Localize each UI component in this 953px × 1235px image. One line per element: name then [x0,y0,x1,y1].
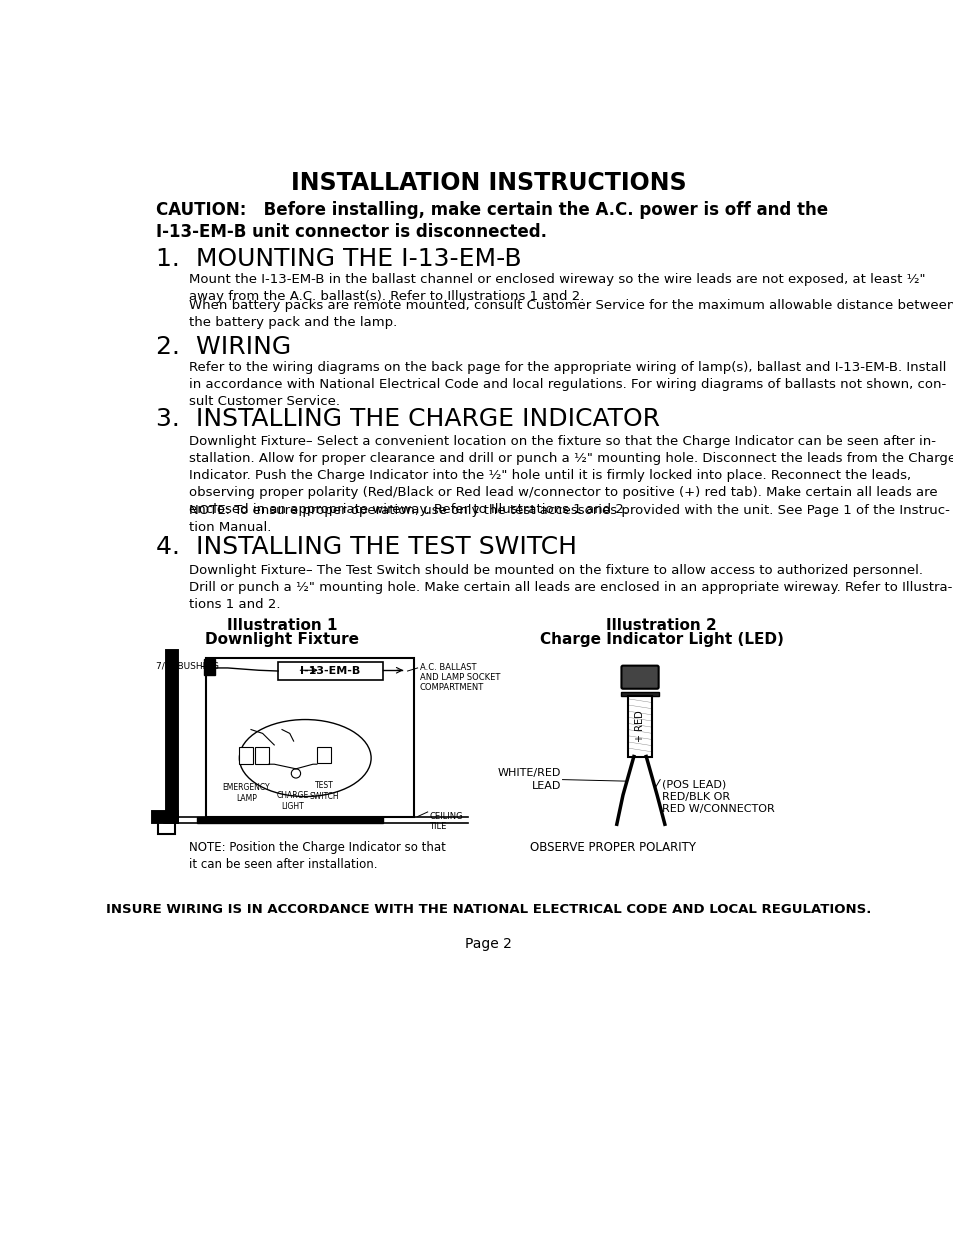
Text: NOTE: Position the Charge Indicator so that
it can be seen after installation.: NOTE: Position the Charge Indicator so t… [189,841,445,871]
Bar [278,662,382,679]
Text: 1.  MOUNTING THE I-13-EM-B: 1. MOUNTING THE I-13-EM-B [155,247,520,270]
Text: Illustration 1: Illustration 1 [227,618,337,632]
Text: Page 2: Page 2 [465,937,512,951]
Text: (POS LEAD)
RED/BLK OR
RED W/CONNECTOR: (POS LEAD) RED/BLK OR RED W/CONNECTOR [661,779,774,814]
Text: A.C. BALLAST
AND LAMP SOCKET
COMPARTMENT: A.C. BALLAST AND LAMP SOCKET COMPARTMENT [419,662,499,693]
Text: 3.  INSTALLING THE CHARGE INDICATOR: 3. INSTALLING THE CHARGE INDICATOR [155,406,659,431]
Text: TEST
SWITCH: TEST SWITCH [309,782,338,800]
Text: CHARGE
LIGHT: CHARGE LIGHT [276,792,309,810]
Text: WHITE/RED
LEAD: WHITE/RED LEAD [497,768,560,790]
Text: CAUTION:   Before installing, make certain the A.C. power is off and the
I-13-EM: CAUTION: Before installing, make certain… [155,200,827,242]
Text: INSURE WIRING IS IN ACCORDANCE WITH THE NATIONAL ELECTRICAL CODE AND LOCAL REGUL: INSURE WIRING IS IN ACCORDANCE WITH THE … [106,903,871,916]
Text: + RED: + RED [635,710,644,741]
Text: NOTE: To ensure proper operation, use only the test accessories provided with th: NOTE: To ensure proper operation, use on… [189,504,949,534]
Bar [316,747,331,763]
Bar [158,816,174,834]
Bar [254,747,269,764]
Text: CEILING
TILE: CEILING TILE [429,811,462,831]
Text: 7/8" BUSHING: 7/8" BUSHING [155,661,218,671]
Text: Downlight Fixture– The Test Switch should be mounted on the fixture to allow acc: Downlight Fixture– The Test Switch shoul… [189,564,951,611]
Bar [196,816,382,823]
Bar [204,659,214,674]
Bar [627,697,652,757]
Text: Illustration 2: Illustration 2 [606,618,717,632]
Bar [206,658,414,816]
Text: Downlight Fixture– Select a convenient location on the fixture so that the Charg: Downlight Fixture– Select a convenient l… [189,435,953,516]
Text: Charge Indicator Light (LED): Charge Indicator Light (LED) [539,632,782,647]
Bar [620,692,659,697]
Text: Refer to the wiring diagrams on the back page for the appropriate wiring of lamp: Refer to the wiring diagrams on the back… [189,361,945,408]
Text: When battery packs are remote mounted, consult Customer Service for the maximum : When battery packs are remote mounted, c… [189,299,953,329]
Text: Downlight Fixture: Downlight Fixture [205,632,358,647]
Text: OBSERVE PROPER POLARITY: OBSERVE PROPER POLARITY [530,841,696,855]
Text: 4.  INSTALLING THE TEST SWITCH: 4. INSTALLING THE TEST SWITCH [155,535,576,558]
Text: EMERGENCY
LAMP: EMERGENCY LAMP [222,783,270,803]
Text: I-13-EM-B: I-13-EM-B [300,666,360,676]
FancyBboxPatch shape [620,666,658,689]
Text: INSTALLATION INSTRUCTIONS: INSTALLATION INSTRUCTIONS [291,172,686,195]
Bar [239,747,253,764]
Text: Mount the I-13-EM-B in the ballast channel or enclosed wireway so the wire leads: Mount the I-13-EM-B in the ballast chann… [189,273,924,303]
Text: 2.  WIRING: 2. WIRING [155,335,291,358]
